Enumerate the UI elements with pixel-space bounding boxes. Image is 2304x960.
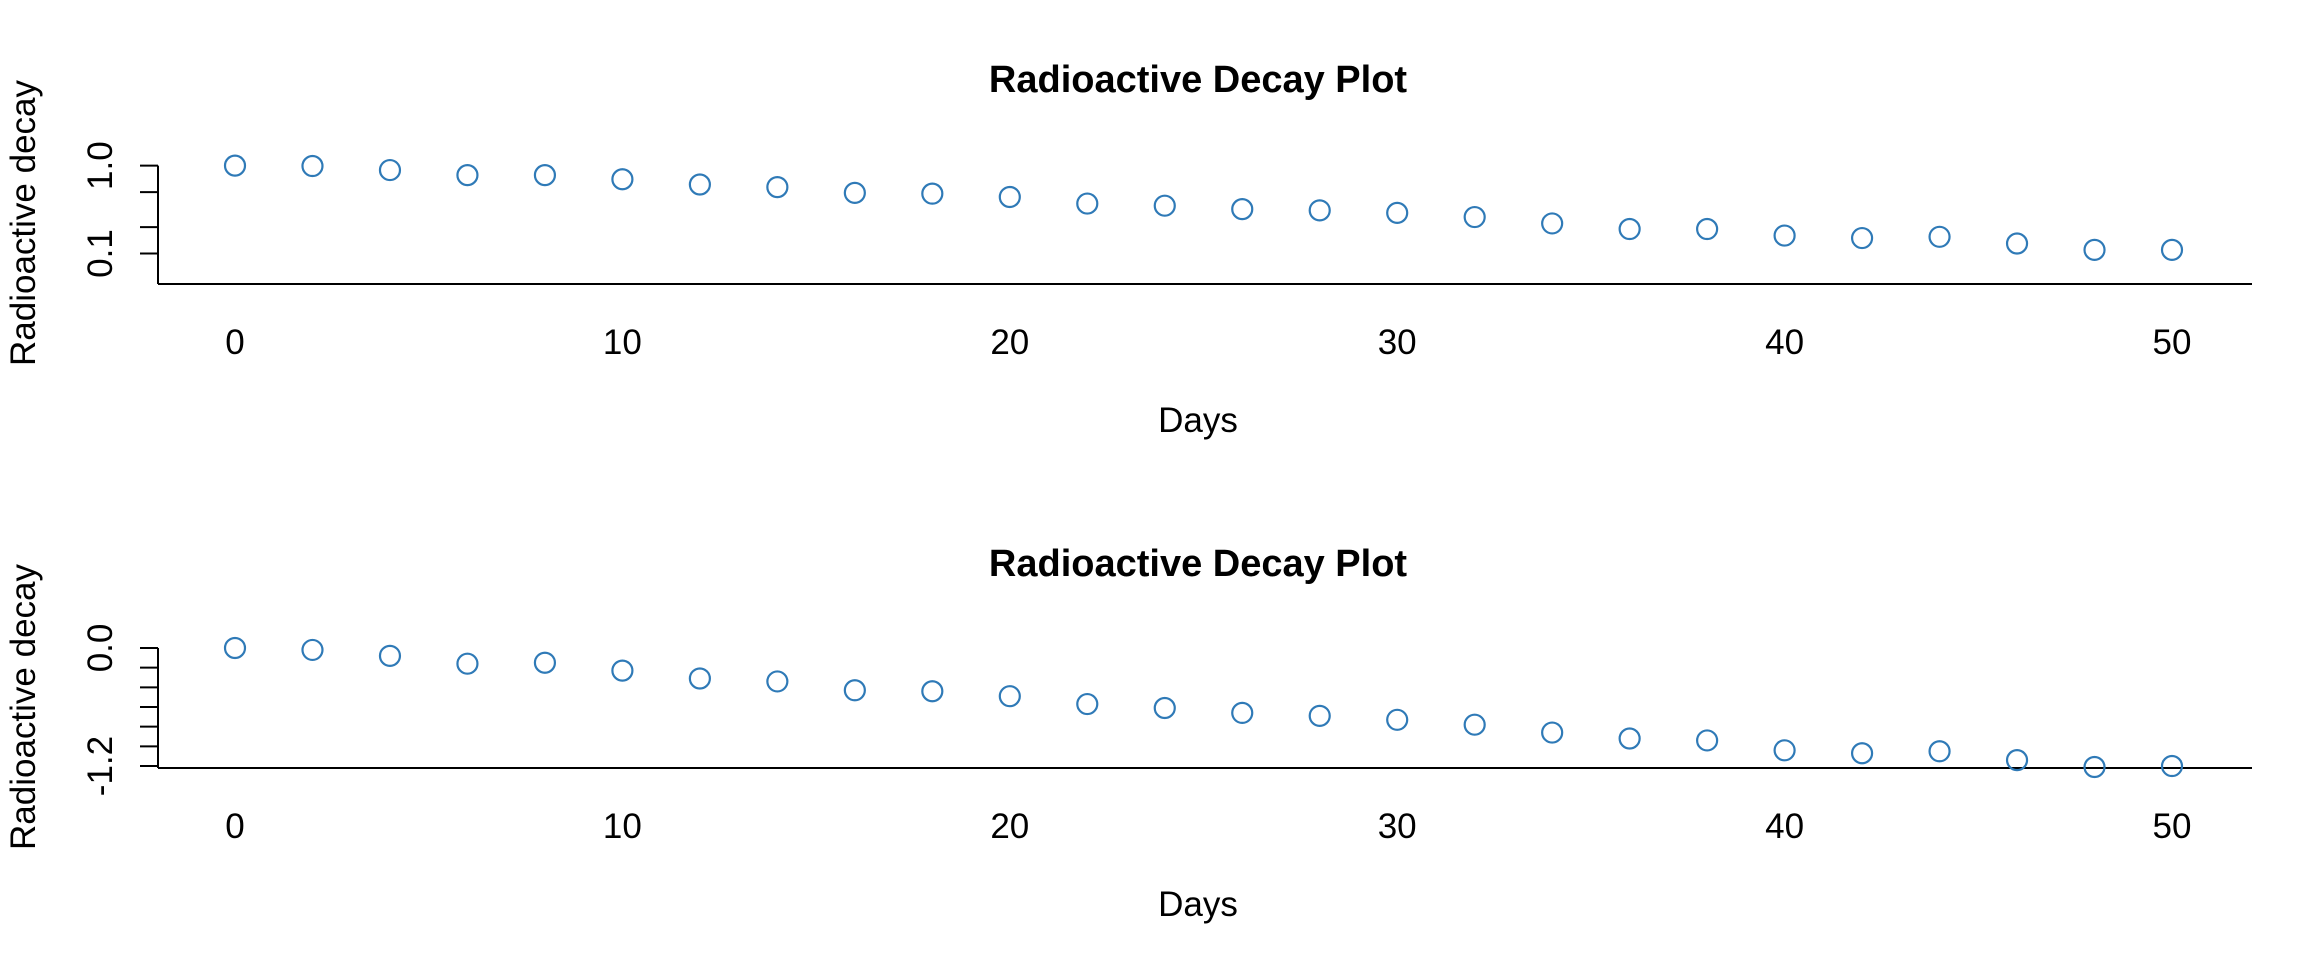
data-point — [1153, 696, 1176, 720]
x-tick-label: 30 — [1378, 807, 1417, 846]
x-tick-label: 10 — [603, 323, 642, 362]
data-point — [1696, 217, 1719, 241]
data-point — [1463, 205, 1486, 229]
y-tick-label: 0.1 — [81, 229, 120, 278]
axes: 0 10 20 30 40 50 0.1 1.0 — [81, 141, 2252, 362]
data-point — [1308, 199, 1331, 222]
data-point — [843, 181, 866, 204]
data-point — [533, 164, 557, 187]
data-point — [1850, 742, 1874, 765]
data-point — [688, 173, 711, 196]
data-point — [1773, 224, 1796, 247]
data-point — [2083, 238, 2106, 261]
x-tick-label: 40 — [1765, 807, 1804, 846]
x-tick-label: 30 — [1378, 323, 1417, 362]
x-tick-label: 50 — [2153, 323, 2192, 362]
data-point — [1386, 708, 1409, 731]
bottom-panel-linear-scale: Radioactive Decay Plot Days Radioactive … — [4, 543, 2252, 924]
x-tick-label: 50 — [2153, 807, 2192, 846]
points — [223, 636, 2184, 779]
x-tick-label: 20 — [990, 323, 1029, 362]
data-point — [1231, 701, 1254, 725]
x-tick-label: 0 — [225, 323, 244, 362]
top-panel-log-scale: Radioactive Decay Plot Days Radioactive … — [4, 59, 2252, 440]
data-point — [2083, 755, 2106, 779]
y-axis-label: Radioactive decay — [4, 80, 43, 366]
data-point — [223, 154, 247, 177]
chart-title: Radioactive Decay Plot — [989, 59, 1408, 101]
data-point — [1153, 194, 1176, 217]
data-point — [378, 158, 402, 182]
data-point — [1076, 692, 1099, 716]
chart-title: Radioactive Decay Plot — [989, 543, 1408, 585]
data-point — [456, 652, 479, 675]
data-point — [843, 679, 866, 702]
data-point — [1850, 226, 1874, 250]
data-point — [1773, 739, 1796, 762]
data-point — [2160, 238, 2184, 261]
x-tick-label: 40 — [1765, 323, 1804, 362]
data-point — [1928, 740, 1951, 763]
data-point — [998, 685, 1021, 708]
data-point — [1618, 217, 1641, 241]
axes: 0 10 20 30 40 50 0.0 -1.2 — [81, 624, 2252, 846]
y-tick-label: -1.2 — [81, 736, 120, 796]
x-axis-label: Days — [1158, 401, 1238, 440]
data-point — [378, 644, 402, 667]
data-point — [611, 168, 634, 191]
data-point — [456, 164, 479, 187]
data-point — [301, 154, 324, 178]
data-point — [1308, 704, 1331, 727]
data-point — [766, 670, 789, 693]
data-point — [921, 680, 944, 703]
data-point — [1541, 212, 1564, 235]
y-tick-label: 1.0 — [81, 141, 120, 190]
data-point — [688, 667, 711, 690]
data-point — [611, 659, 634, 682]
x-tick-label: 0 — [225, 807, 244, 846]
points — [223, 154, 2184, 261]
data-point — [533, 651, 557, 674]
data-point — [301, 638, 324, 662]
y-tick-label: 0.0 — [81, 624, 120, 673]
x-axis-label: Days — [1158, 885, 1238, 924]
x-tick-label: 10 — [603, 807, 642, 846]
data-point — [1463, 713, 1486, 736]
data-point — [2005, 749, 2029, 772]
data-point — [1076, 192, 1099, 215]
data-point — [921, 182, 944, 205]
y-axis-label: Radioactive decay — [4, 564, 43, 850]
data-point — [2160, 754, 2184, 778]
data-point — [1928, 225, 1951, 248]
data-point — [1618, 727, 1641, 750]
data-point — [1386, 201, 1409, 224]
data-point — [1231, 198, 1254, 221]
x-tick-label: 20 — [990, 807, 1029, 846]
data-point — [2005, 232, 2029, 255]
data-point — [766, 175, 789, 199]
data-point — [1541, 721, 1564, 744]
data-point — [223, 636, 247, 660]
data-point — [1696, 729, 1719, 752]
data-point — [998, 185, 1021, 209]
